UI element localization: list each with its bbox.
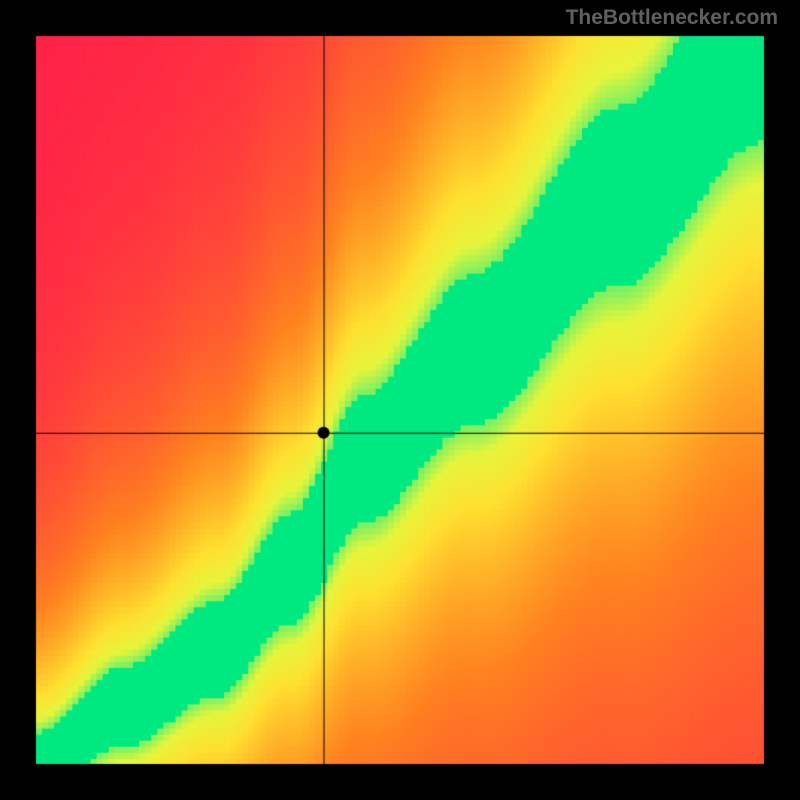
watermark-text: TheBottlenecker.com [566,6,778,30]
bottleneck-heatmap-canvas [0,0,800,800]
chart-container: TheBottlenecker.com [0,0,800,800]
